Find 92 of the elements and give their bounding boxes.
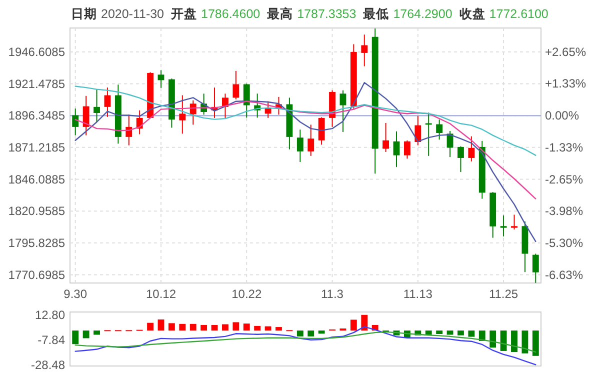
bar (94, 330, 100, 335)
bar (490, 330, 496, 348)
candlestick (126, 114, 132, 146)
line-series (74, 331, 536, 353)
text: 1787.3353 (297, 7, 356, 21)
bar (468, 330, 475, 337)
bar (436, 330, 443, 334)
candlestick (458, 146, 464, 173)
candlestick (308, 124, 314, 156)
y-tick-label: 1896.3485 (8, 108, 66, 123)
bar (296, 330, 304, 336)
y-tick-label: -7.84 (38, 332, 66, 347)
text: 1786.4600 (201, 7, 260, 21)
candlestick (296, 129, 304, 163)
line-series (74, 86, 536, 156)
y-tick-label: 1946.6085 (8, 44, 66, 59)
bar (340, 328, 346, 331)
y2-tick-label: -5.30% (545, 236, 584, 250)
text: 最高 (266, 6, 294, 21)
candlestick (190, 100, 196, 126)
candlestick (179, 94, 186, 134)
candlestick (72, 108, 79, 136)
bar (458, 330, 464, 336)
bar (147, 322, 154, 331)
y-tick-label: 1820.9585 (8, 204, 66, 218)
candlestick (158, 70, 164, 88)
bar (179, 324, 186, 331)
bar (211, 324, 218, 331)
bar (232, 322, 240, 331)
bar (511, 330, 518, 352)
x-tick-label: 9.30 (64, 287, 88, 301)
bar (532, 330, 539, 356)
x-tick-label: 10.22 (232, 287, 262, 301)
candlestick (104, 87, 111, 118)
text: 日期 (71, 7, 97, 21)
line-series (74, 326, 536, 366)
y-tick-label: -28.48 (30, 358, 66, 372)
bar (308, 330, 314, 336)
candlestick (243, 83, 250, 118)
candlestick (500, 214, 507, 237)
bar (168, 323, 175, 331)
y2-tick-label: +1.33% (545, 76, 586, 91)
bar (72, 330, 79, 344)
bar (522, 330, 528, 354)
line-series (74, 82, 536, 242)
y-tick-label: 1921.4785 (8, 76, 66, 91)
y2-tick-label: -6.63% (545, 268, 584, 282)
y2-tick-label: -3.98% (545, 204, 584, 218)
y2-tick-label: -1.33% (545, 140, 584, 155)
y-tick-label: 12.80 (34, 308, 66, 322)
bar (318, 330, 325, 334)
bar (254, 326, 261, 331)
candlestick (532, 253, 539, 284)
x-tick-label: 11.3 (321, 287, 344, 301)
candlestick (232, 70, 240, 100)
candlestick (393, 130, 400, 168)
candlestick (340, 90, 346, 132)
x-tick-label: 11.13 (403, 287, 433, 301)
x-tick-label: 11.25 (488, 287, 518, 301)
y2-tick-label: +2.65% (545, 44, 586, 59)
y-tick-label: 1795.8285 (8, 236, 66, 250)
bar (222, 324, 228, 331)
candlestick (511, 214, 518, 230)
x-tick-label: 10.12 (146, 287, 176, 301)
candlestick (361, 34, 368, 67)
text: 收盘 (459, 7, 486, 21)
bar (243, 324, 250, 331)
candlestick (94, 89, 100, 122)
text: 开盘 (170, 7, 198, 21)
bar (200, 324, 208, 331)
bar (425, 330, 432, 335)
bar (276, 327, 282, 331)
y-tick-label: 1770.6985 (8, 268, 66, 282)
bar (82, 330, 90, 338)
candlestick (404, 140, 410, 160)
bar (350, 320, 357, 331)
text: 2020-11-30 (101, 7, 164, 21)
y2-tick-label: -2.65% (545, 172, 584, 186)
bar (190, 324, 196, 331)
candlestick (82, 95, 90, 136)
text: 最低 (362, 7, 390, 21)
candlestick (382, 122, 389, 153)
y-tick-label: 1871.2185 (8, 140, 66, 154)
text: 1764.2900 (393, 7, 452, 21)
bar (361, 314, 368, 331)
candlestick (468, 136, 475, 162)
bar (158, 319, 164, 331)
y2-tick-label: 0.00% (545, 108, 580, 123)
candlestick (318, 116, 325, 146)
y-tick-label: 1846.0885 (8, 172, 66, 186)
text: 1772.6100 (489, 7, 548, 21)
candlestick (436, 119, 443, 140)
